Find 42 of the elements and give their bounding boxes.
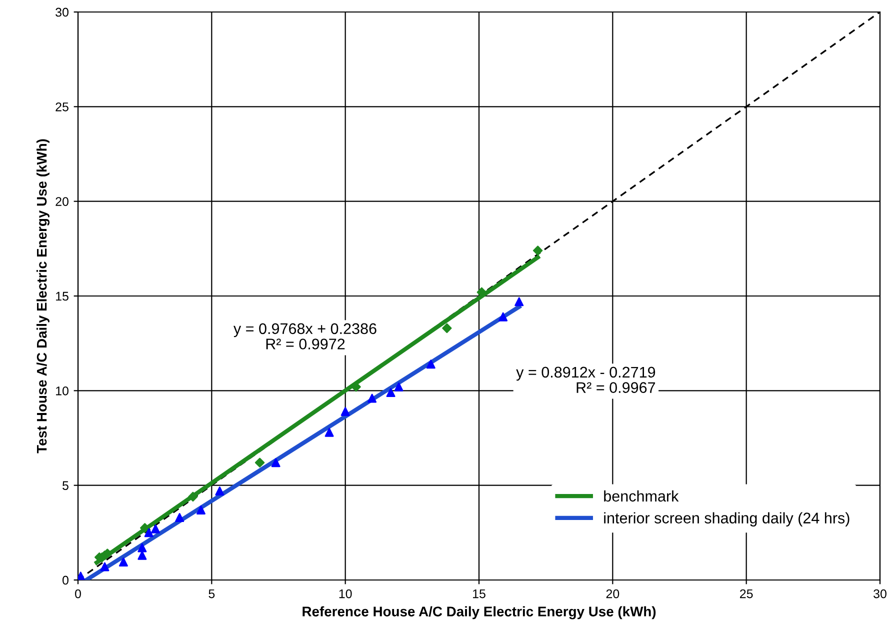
point <box>100 562 110 572</box>
x-tick-label: 25 <box>740 589 753 598</box>
point <box>340 406 350 416</box>
point <box>140 523 150 533</box>
x-tick-label: 5 <box>208 589 215 598</box>
point <box>254 458 265 468</box>
y-tick-label: 0 <box>62 576 68 585</box>
point <box>151 524 160 534</box>
y-tick-label: 10 <box>56 386 68 396</box>
point <box>175 513 184 522</box>
legend-label: benchmark <box>604 490 679 502</box>
annotation: y = 0.9768x + 0.2386 R² = 0.9972 <box>233 323 376 350</box>
y-tick-label: 15 <box>56 292 68 301</box>
point <box>386 388 396 398</box>
x-tick-label: 0 <box>75 589 81 598</box>
x-tick-label: 15 <box>473 589 486 598</box>
point <box>138 543 147 552</box>
point <box>271 458 280 468</box>
annotation: y = 0.8912x - 0.2719 R² = 0.9967 <box>516 366 656 393</box>
point <box>196 505 206 514</box>
y-tick-label: 30 <box>56 8 68 17</box>
point <box>514 297 524 306</box>
point <box>426 360 436 369</box>
point <box>118 558 128 567</box>
point <box>532 246 543 256</box>
legend-label: interior screen shading daily (24 hrs) <box>604 512 850 526</box>
y-tick-label: 20 <box>56 197 68 206</box>
point <box>144 528 154 538</box>
y-axis-title: Test House A/C Daily Electric Energy Use (kWh) <box>36 139 50 454</box>
point <box>368 394 377 403</box>
y-tick-label: 25 <box>56 102 68 112</box>
point <box>324 428 334 437</box>
x-tick-label: 30 <box>874 589 886 598</box>
x-tick-label: 10 <box>339 589 352 598</box>
x-axis-title: Reference House A/C Daily Electric Energy Use (kWh) <box>302 606 656 620</box>
point <box>188 492 198 502</box>
y-tick-label: 5 <box>62 481 68 490</box>
x-tick-label: 20 <box>606 589 620 598</box>
point <box>215 486 224 496</box>
point <box>498 312 508 322</box>
point <box>442 323 452 334</box>
point <box>394 382 404 392</box>
